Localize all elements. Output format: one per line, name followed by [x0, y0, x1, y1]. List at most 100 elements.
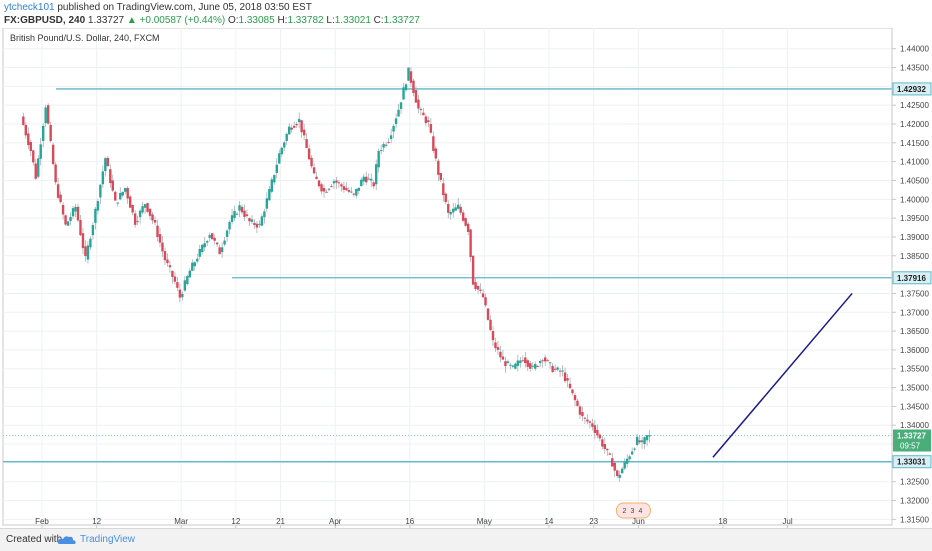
- candle-body: [479, 289, 482, 291]
- candle-down: [372, 180, 375, 189]
- candle-body: [46, 105, 50, 124]
- close-value: 1.33727: [383, 15, 420, 26]
- projection-trend-line[interactable]: [712, 292, 853, 458]
- candle-down: [133, 210, 137, 228]
- candle-up: [86, 241, 90, 264]
- candle-down: [290, 124, 293, 133]
- candle-up: [509, 362, 512, 370]
- candle-up: [186, 274, 189, 286]
- candle-body: [59, 194, 62, 203]
- candle-body: [434, 148, 438, 159]
- candle-down: [76, 203, 80, 223]
- candle-down: [153, 216, 157, 226]
- candle-body: [573, 395, 577, 401]
- candle-down: [598, 432, 602, 442]
- candle-up: [648, 430, 651, 443]
- candle-down: [414, 86, 418, 103]
- created-with-text: Created with: [6, 534, 63, 545]
- candle-body: [317, 180, 321, 187]
- candle-up: [74, 203, 77, 218]
- candle-body: [218, 247, 221, 255]
- time-tick-label: Jun: [632, 517, 645, 526]
- candle-down: [310, 155, 313, 169]
- candle-body: [171, 270, 174, 277]
- candle-body: [571, 389, 574, 394]
- candle-down: [469, 228, 472, 262]
- candle-down: [158, 227, 162, 248]
- candle-down: [422, 107, 425, 116]
- candle-body: [635, 436, 639, 445]
- candle-body: [563, 372, 567, 382]
- price-tick-label: 1.35500: [900, 365, 929, 374]
- candle-body: [156, 225, 159, 238]
- candle-up: [288, 123, 291, 135]
- candle-down: [148, 208, 152, 220]
- candle-body: [541, 360, 544, 362]
- candle-body: [76, 206, 80, 221]
- candle-down: [330, 183, 333, 188]
- candle-body: [44, 107, 47, 124]
- candle-up: [104, 157, 107, 177]
- candle-down: [576, 398, 579, 407]
- candle-body: [437, 160, 440, 175]
- candle-down: [114, 190, 117, 201]
- candle-down: [213, 234, 216, 245]
- candle-body: [509, 364, 512, 366]
- price-axis[interactable]: 1.315001.320001.325001.330001.335001.340…: [891, 28, 932, 525]
- candle-down: [64, 214, 67, 227]
- author-link[interactable]: ytcheck101: [4, 2, 55, 13]
- candle-body: [280, 147, 283, 155]
- candle-body: [586, 419, 589, 422]
- candle-body: [163, 251, 167, 261]
- tradingview-cloud-icon: [57, 536, 76, 544]
- candle-body: [628, 456, 631, 460]
- candle-up: [556, 366, 559, 371]
- candle-body: [181, 293, 184, 298]
- time-axis[interactable]: Feb 12 Mar 12 21 Apr 16 May 14 23 Jun 18 Jul: [35, 517, 793, 528]
- candle-down: [504, 356, 507, 373]
- candle-down: [573, 392, 577, 406]
- candle-down: [109, 164, 112, 188]
- candle-down: [54, 162, 57, 185]
- candle-down: [638, 435, 641, 445]
- candle-body: [56, 184, 60, 198]
- candle-body: [94, 208, 97, 223]
- event-marker-label: 4: [638, 508, 642, 515]
- candle-body: [630, 451, 634, 455]
- candle-up: [394, 113, 398, 129]
- candle-up: [327, 187, 331, 192]
- candle-up: [141, 201, 144, 215]
- candle-down: [176, 276, 179, 292]
- candle-body: [633, 448, 636, 450]
- candle-body: [347, 189, 351, 192]
- candle-body: [233, 211, 236, 219]
- tradingview-brand[interactable]: TradingView: [80, 534, 136, 545]
- candle-down: [437, 158, 440, 182]
- candle-up: [511, 364, 515, 369]
- candle-body: [625, 458, 629, 464]
- time-tick-label: 14: [544, 517, 553, 526]
- up-triangle-icon: ▲: [126, 15, 137, 26]
- event-marker-label: 3: [630, 508, 634, 515]
- open-value: 1.33085: [238, 15, 275, 26]
- candle-up: [181, 291, 184, 301]
- candle-down: [606, 448, 609, 456]
- candle-up: [201, 243, 204, 255]
- candle-up: [228, 220, 231, 234]
- candle-up: [374, 159, 378, 191]
- candle-body: [61, 204, 65, 215]
- candle-down: [526, 358, 529, 372]
- candle-down: [173, 272, 177, 285]
- high-label: H:: [277, 15, 288, 26]
- candle-body: [350, 191, 353, 193]
- candle-body: [506, 361, 510, 364]
- price-tick-label: 1.34500: [900, 402, 929, 411]
- event-marker-badge[interactable]: [615, 502, 651, 519]
- candle-body: [593, 425, 597, 433]
- candle-up: [506, 359, 510, 364]
- candle-up: [260, 213, 264, 227]
- candle-body: [581, 412, 584, 417]
- candle-body: [601, 439, 604, 447]
